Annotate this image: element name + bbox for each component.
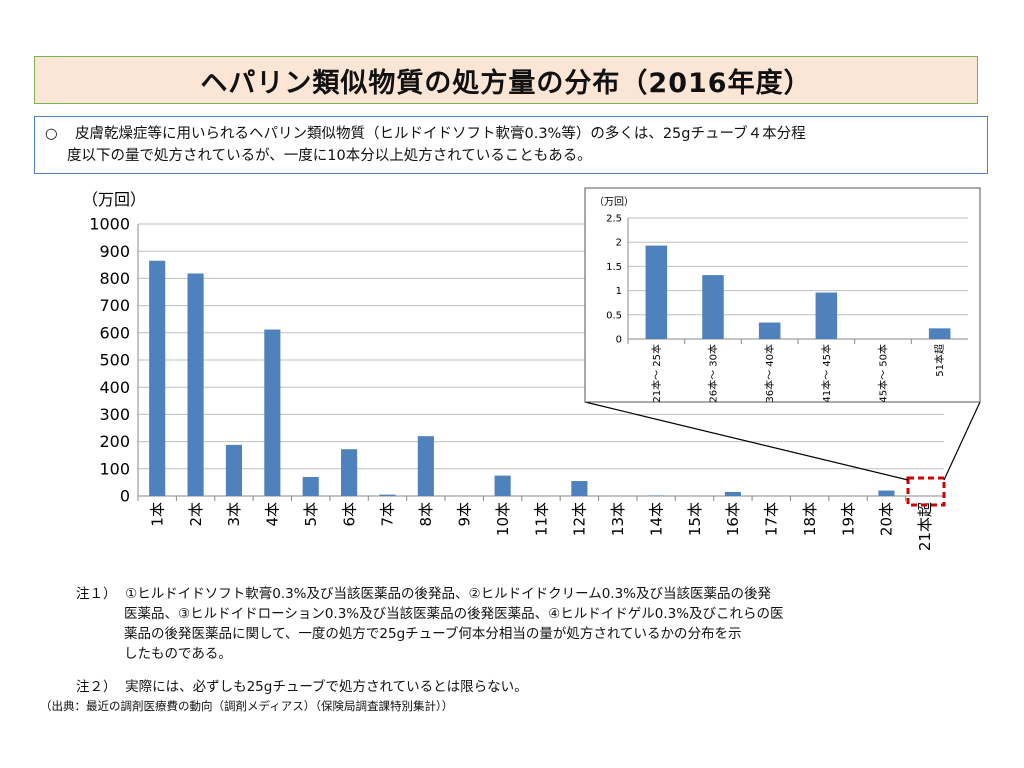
summary-line-1: 皮膚乾燥症等に用いられるヘパリン類似物質（ヒルドイドソフト軟膏0.3%等）の多く… [75,126,806,142]
main-y-tick-label: 100 [99,459,130,478]
main-bar [878,490,895,496]
main-bar [264,329,281,496]
summary-line-2: 度以下の量で処方されているが、一度に10本分以上処方されていることもある。 [67,148,592,164]
main-x-tick-label: 12本 [571,502,589,536]
main-x-tick-label: 16本 [724,502,742,536]
note-2: 注２） 実際には、必ずしも25gチューブで処方されているとは限らない。 [76,677,528,697]
main-bar [187,273,204,496]
main-x-tick-label: 17本 [763,502,781,536]
main-x-tick-label: 15本 [686,502,704,536]
main-y-tick-label: 800 [99,269,130,288]
main-y-tick-label: 0 [120,487,130,506]
inset-x-tick-label: 45本～ 50本 [877,344,890,403]
main-x-tick-label: 14本 [647,502,665,536]
main-bar [302,476,319,496]
main-y-tick-label: 500 [99,351,130,370]
main-bar [724,491,741,496]
note-1-line-4: したものである。 [124,646,232,662]
page-title: ヘパリン類似物質の処方量の分布（2016年度） [200,67,812,99]
main-x-tick-label: 13本 [609,502,627,536]
note-1: 注１） ①ヒルドイドソフト軟膏0.3%及び当該医薬品の後発品、②ヒルドイドクリー… [76,584,784,664]
main-bar [225,444,243,496]
inset-x-tick-label: 36本～ 40本 [763,344,776,403]
main-x-tick-label: 20本 [878,502,896,536]
main-bar [379,494,396,496]
main-y-tick-label: 400 [99,378,130,397]
main-y-tick-label: 200 [99,432,130,451]
main-x-tick-label: 10本 [494,502,512,536]
source-citation: （出典：最近の調剤医療費の動向（調剤メディアス）（保険局調査課特別集計）） [40,699,454,713]
note-1-label: 注１） [76,586,117,602]
main-x-tick-label: 21本超 [916,502,934,551]
main-x-tick-label: 8本 [417,502,435,527]
main-bar [149,260,166,496]
main-bar [341,449,358,496]
main-x-tick-label: 3本 [225,502,243,527]
main-x-tick-label: 9本 [455,502,473,527]
note-2-label: 注２） [76,679,117,695]
note-1-line-3: 薬品の後発医薬品に関して、一度の処方で25gチューブ何本分相当の量が処方されてい… [124,626,742,642]
connector-line-right [943,401,981,481]
main-bar [571,481,588,496]
main-unit-label: （万回） [82,190,146,209]
inset-bar [928,328,951,339]
connector-line-left [584,401,909,481]
main-x-tick-label: 6本 [340,502,358,527]
inset-y-tick-label: 1.5 [606,262,622,273]
inset-x-tick-label: 51本超 [933,344,946,377]
inset-x-tick-label: 41本～ 45本 [820,344,833,403]
inset-bar [758,322,781,339]
main-x-tick-label: 18本 [801,502,819,536]
main-bar [648,495,665,496]
inset-y-tick-label: 2.5 [606,214,622,225]
main-x-tick-label: 19本 [839,502,857,536]
main-y-tick-label: 600 [99,323,130,342]
inset-y-tick-label: 1 [616,286,622,297]
main-bar [494,475,511,496]
main-x-tick-label: 2本 [187,502,205,527]
inset-y-tick-label: 2 [616,238,622,249]
main-x-tick-label: 5本 [302,502,320,527]
highlight-dashed-box [906,476,946,507]
title-banner: ヘパリン類似物質の処方量の分布（2016年度） [34,56,978,104]
note-1-line-2: 医薬品、③ヒルドイドローション0.3%及び当該医薬品の後発医薬品、④ヒルドイドゲ… [124,606,784,622]
main-y-tick-label: 1000 [89,215,130,234]
main-bar [417,436,434,496]
summary-box: ○ 皮膚乾燥症等に用いられるヘパリン類似物質（ヒルドイドソフト軟膏0.3%等）の多… [34,116,988,174]
note-1-line-1: ①ヒルドイドソフト軟膏0.3%及び当該医薬品の後発品、②ヒルドイドクリーム0.3… [125,586,771,602]
inset-bar [645,245,668,339]
main-y-tick-label: 300 [99,405,130,424]
main-y-tick-label: 700 [99,296,130,315]
inset-x-tick-label: 21本～ 25本 [650,344,663,403]
inset-bar [815,292,838,339]
main-x-tick-label: 1本 [148,502,166,527]
main-y-tick-label: 900 [99,242,130,261]
inset-bar [702,275,724,339]
inset-x-tick-label: 26本～ 30本 [707,344,720,403]
main-x-tick-label: 7本 [379,502,397,527]
main-x-tick-label: 11本 [532,502,550,536]
inset-y-tick-label: 0 [616,335,622,346]
inset-y-tick-label: 0.5 [606,310,622,321]
bullet-mark: ○ [45,126,58,142]
main-x-tick-label: 4本 [264,502,282,527]
inset-unit-label: （万回） [594,196,634,208]
note-2-text: 実際には、必ずしも25gチューブで処方されているとは限らない。 [125,679,528,695]
inset-frame [584,187,981,403]
